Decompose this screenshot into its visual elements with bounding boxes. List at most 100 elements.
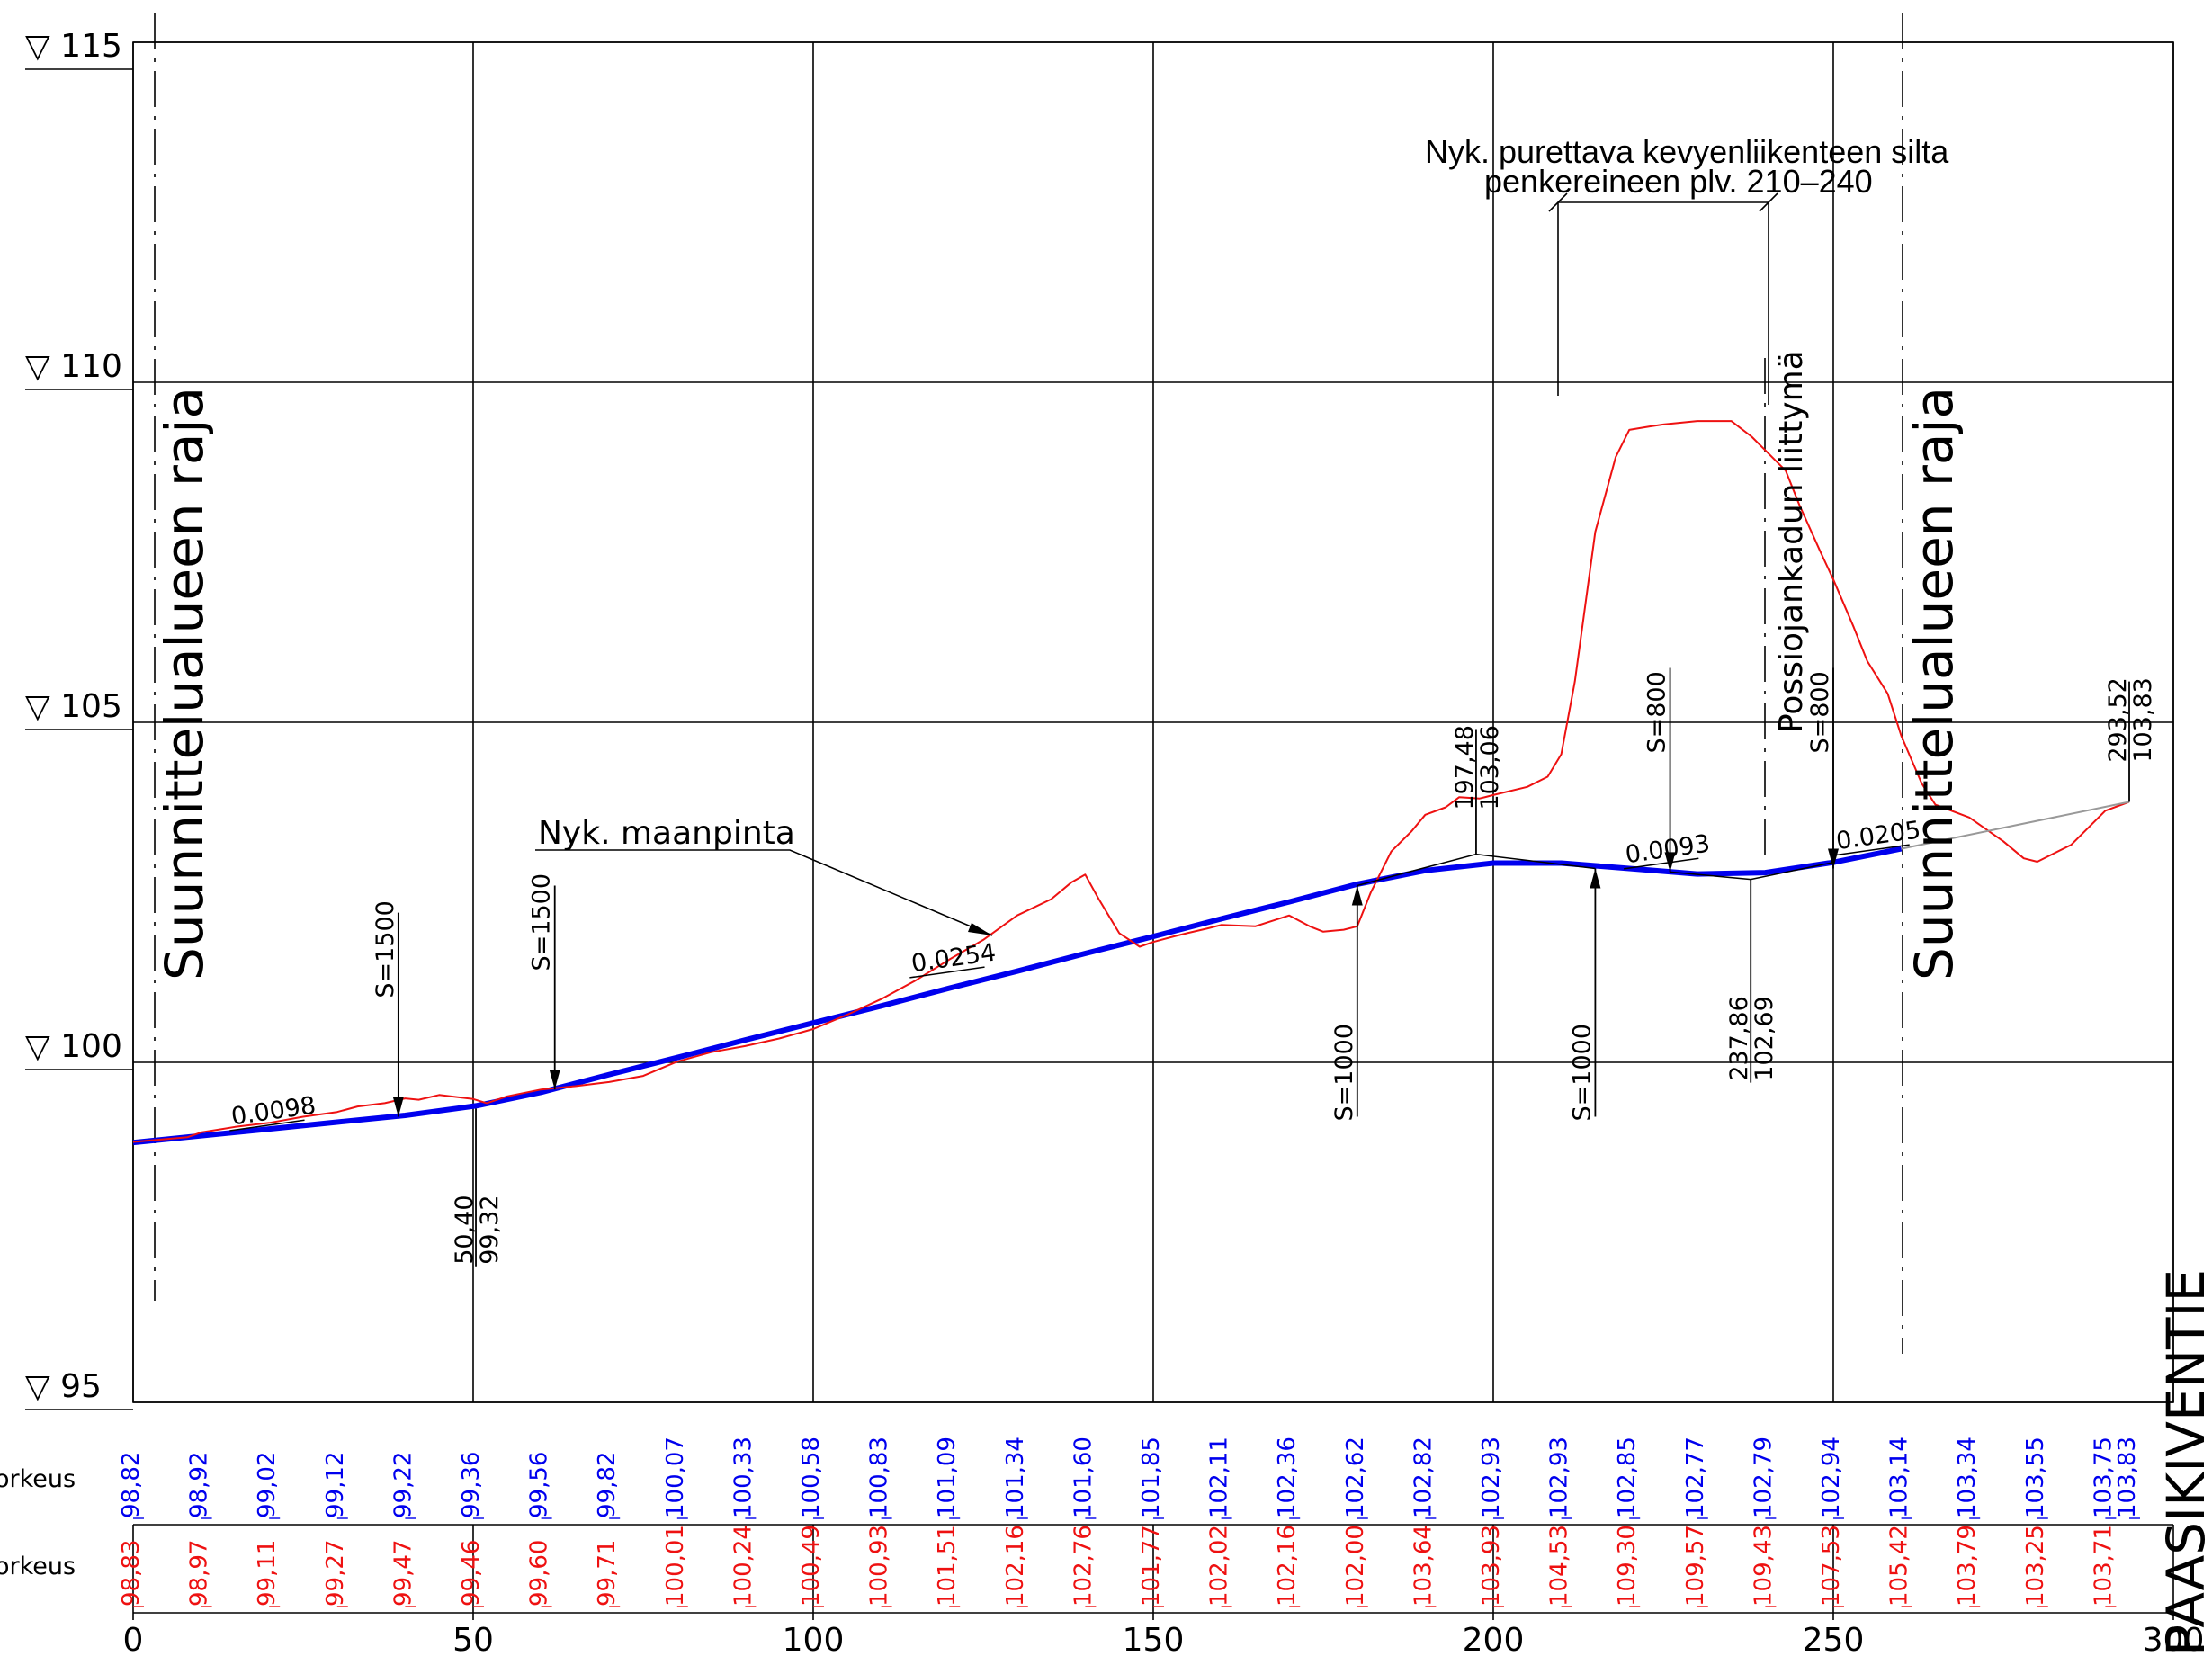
curve-radius-arrows: S=1500 S=1500 S=1000 S=1000 S=800 S=800 — [372, 667, 1839, 1121]
x-tick-label: 100 — [783, 1622, 845, 1656]
x-tick-label: 0 — [123, 1622, 144, 1656]
design-elevation: 100,83 — [866, 1437, 893, 1518]
tangent-crest — [1357, 853, 1596, 887]
ground-elevation: 100,49 — [798, 1525, 825, 1607]
grade-underline — [229, 1119, 305, 1132]
arrow-label: S=1000 — [1568, 1024, 1596, 1121]
design-elevation: 102,79 — [1750, 1437, 1777, 1518]
ground-row-label: orkeus — [0, 1553, 76, 1580]
design-elevation: 99,82 — [594, 1452, 621, 1518]
ground-elevation: 109,57 — [1682, 1525, 1709, 1607]
ground-elevation: 107,53 — [1818, 1525, 1845, 1607]
x-tick-label: 200 — [1463, 1622, 1525, 1656]
vertex-station: 50,40 — [451, 1195, 479, 1265]
design-elevation: 101,09 — [934, 1437, 961, 1518]
ground-elevation: 102,76 — [1070, 1525, 1097, 1607]
ground-elevation: 100,24 — [730, 1525, 757, 1607]
x-tick-label: 250 — [1803, 1622, 1865, 1656]
ground-elevation: 99,47 — [390, 1540, 416, 1607]
ground-elevation: 102,16 — [1002, 1525, 1029, 1607]
vertex-station: 197,48 — [1451, 725, 1479, 810]
vertex-station: 293,52 — [2104, 677, 2132, 762]
ground-elevation: 99,27 — [322, 1540, 349, 1607]
design-elevation: 103,55 — [2022, 1437, 2049, 1518]
arrow-label: S=1500 — [372, 900, 399, 998]
ground-leader-arrow — [968, 923, 992, 935]
arrow-label: S=1500 — [528, 873, 556, 971]
design-elevation: 99,02 — [254, 1452, 281, 1518]
x-tick-label: 300 — [2143, 1622, 2205, 1656]
design-elevation: 100,33 — [730, 1437, 757, 1518]
arrow-head — [549, 1070, 560, 1090]
ground-elevation: 103,93 — [1478, 1525, 1505, 1607]
tangent-sag — [1670, 862, 1834, 881]
ground-elevation: 101,51 — [934, 1525, 961, 1607]
series-grey — [1901, 801, 2130, 850]
ground-elevation: 99,46 — [458, 1540, 485, 1607]
ground-label: Nyk. maanpinta — [538, 815, 795, 852]
ground-elevation: 100,01 — [662, 1525, 689, 1607]
design-elevation: 101,34 — [1002, 1437, 1029, 1518]
ground-elevation: 99,60 — [526, 1540, 553, 1607]
boundary-label-left: Suunnittelualueen raja — [154, 387, 215, 980]
arrow-label: S=1000 — [1330, 1024, 1358, 1121]
ground-elevation: 102,00 — [1342, 1525, 1369, 1607]
design-row-label: orkeus — [0, 1465, 76, 1493]
ground-elevation: 98,97 — [186, 1540, 213, 1607]
road-name-label: PAASIKIVENTIE — [2155, 1269, 2212, 1656]
ground-elevation: 105,42 — [1886, 1525, 1913, 1607]
arrow-head — [1590, 868, 1601, 889]
y-tick-label: ▽ 95 — [25, 1368, 102, 1405]
design-elevation: 100,58 — [798, 1437, 825, 1518]
vertex-elevation: 102,69 — [1751, 996, 1778, 1080]
design-elevation: 102,77 — [1682, 1437, 1709, 1518]
bridge-text-line1: Nyk. purettava kevyenliikenteen silta — [1425, 133, 1949, 170]
vertex-elevation: 103,83 — [2129, 677, 2157, 762]
vertex-elevation: 99,32 — [476, 1195, 504, 1265]
ground-elevation: 103,25 — [2022, 1525, 2049, 1607]
ground-elevation: 104,53 — [1546, 1525, 1573, 1607]
arrow-head — [1351, 885, 1363, 906]
design-elevation: 102,93 — [1546, 1437, 1573, 1518]
bridge-annotation: Nyk. purettava kevyenliikenteen silta pe… — [1425, 133, 1949, 405]
design-elevation: 102,62 — [1342, 1437, 1369, 1518]
design-elevation: 99,36 — [458, 1452, 485, 1518]
arrow-head — [1664, 852, 1676, 873]
bridge-text-line2: penkereineen plv. 210–240 — [1484, 163, 1873, 200]
y-axis-ticks: ▽ 95 ▽ 100 ▽ 105 ▽ 110 ▽ 115 — [25, 28, 133, 1410]
ground-elevation: 102,16 — [1274, 1525, 1301, 1607]
x-tick-label: 150 — [1123, 1622, 1185, 1656]
ground-elevation: 100,93 — [866, 1525, 893, 1607]
y-tick-label: ▽ 105 — [25, 688, 122, 725]
ground-elevation: 103,64 — [1410, 1525, 1437, 1607]
ground-elevation: 109,30 — [1614, 1525, 1641, 1607]
vertex-station: 237,86 — [1725, 996, 1753, 1080]
design-elevation: 100,07 — [662, 1437, 689, 1518]
design-elevation: 102,11 — [1206, 1437, 1233, 1518]
design-elevation: 98,82 — [118, 1452, 145, 1518]
junction-label: Possiojankadun liittymä — [1773, 350, 1810, 733]
design-elevation: 101,60 — [1070, 1437, 1097, 1518]
design-elevation: 102,85 — [1614, 1437, 1641, 1518]
design-elevation: 103,34 — [1954, 1437, 1981, 1518]
x-axis-ticks: 0 50 100 150 200 250 300 — [123, 1622, 2205, 1656]
grade-underline — [1624, 857, 1699, 870]
design-elevation: 99,56 — [526, 1452, 553, 1518]
grade-underline — [1834, 844, 1910, 856]
design-elevation: 103,83 — [2114, 1437, 2141, 1518]
ground-elevation: 102,02 — [1206, 1525, 1233, 1607]
grid — [132, 41, 2174, 1403]
ground-elevation: 109,43 — [1750, 1525, 1777, 1607]
ground-elevation: 98,83 — [118, 1540, 145, 1607]
design-elevation: 102,93 — [1478, 1437, 1505, 1518]
arrow-label: S=800 — [1806, 671, 1834, 753]
ground-elevation: 101,77 — [1138, 1525, 1165, 1607]
design-elevation: 102,82 — [1410, 1437, 1437, 1518]
ground-elevation: 103,79 — [1954, 1525, 1981, 1607]
series-design — [132, 846, 1903, 1146]
ground-elevation: 99,11 — [254, 1540, 281, 1607]
ground-elevation: 103,71 — [2090, 1525, 2117, 1607]
vertex-elevation: 103,06 — [1476, 725, 1504, 810]
design-elevation: 103,75 — [2090, 1437, 2117, 1518]
